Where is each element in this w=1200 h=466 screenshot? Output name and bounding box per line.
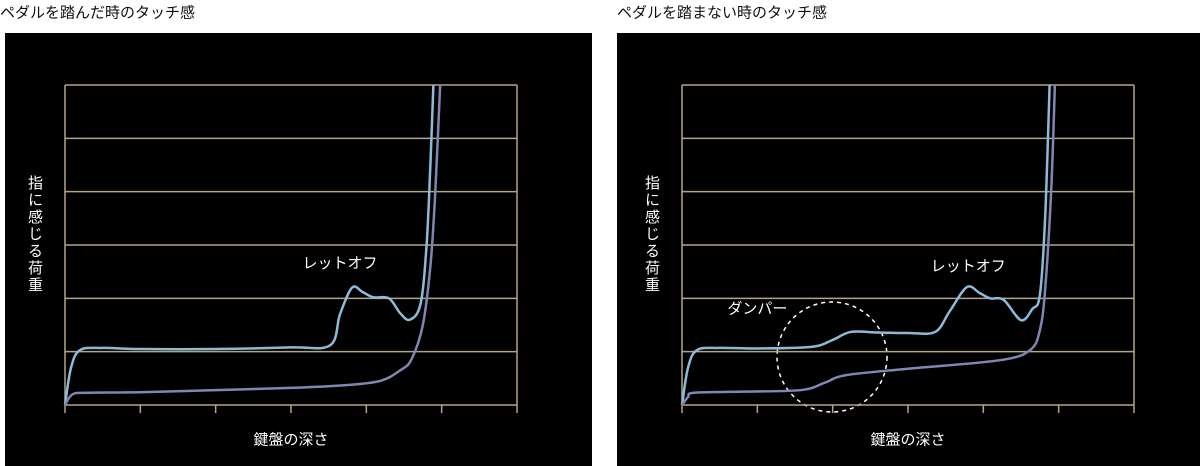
chart-title: ペダルを踏んだ時のタッチ感 bbox=[0, 4, 195, 22]
panel-bg bbox=[617, 33, 1200, 466]
line-series bbox=[63, 84, 435, 406]
panel-bg bbox=[5, 33, 592, 466]
y-axis-label: 指に感じる荷重 bbox=[26, 175, 44, 294]
line-series bbox=[63, 84, 442, 406]
annotation: レットオフ bbox=[931, 257, 1006, 275]
y-axis-label: 指に感じる荷重 bbox=[643, 175, 661, 294]
line-series bbox=[680, 84, 1057, 406]
chart-title: ペダルを踏まない時のタッチ感 bbox=[617, 4, 827, 22]
x-axis-label: 鍵盤の深さ bbox=[870, 431, 945, 449]
damper-circle bbox=[776, 301, 888, 413]
annotation: ダンパー bbox=[727, 300, 787, 318]
line-series bbox=[680, 84, 1051, 406]
annotation: レットオフ bbox=[302, 254, 377, 272]
x-axis-label: 鍵盤の深さ bbox=[253, 431, 328, 449]
